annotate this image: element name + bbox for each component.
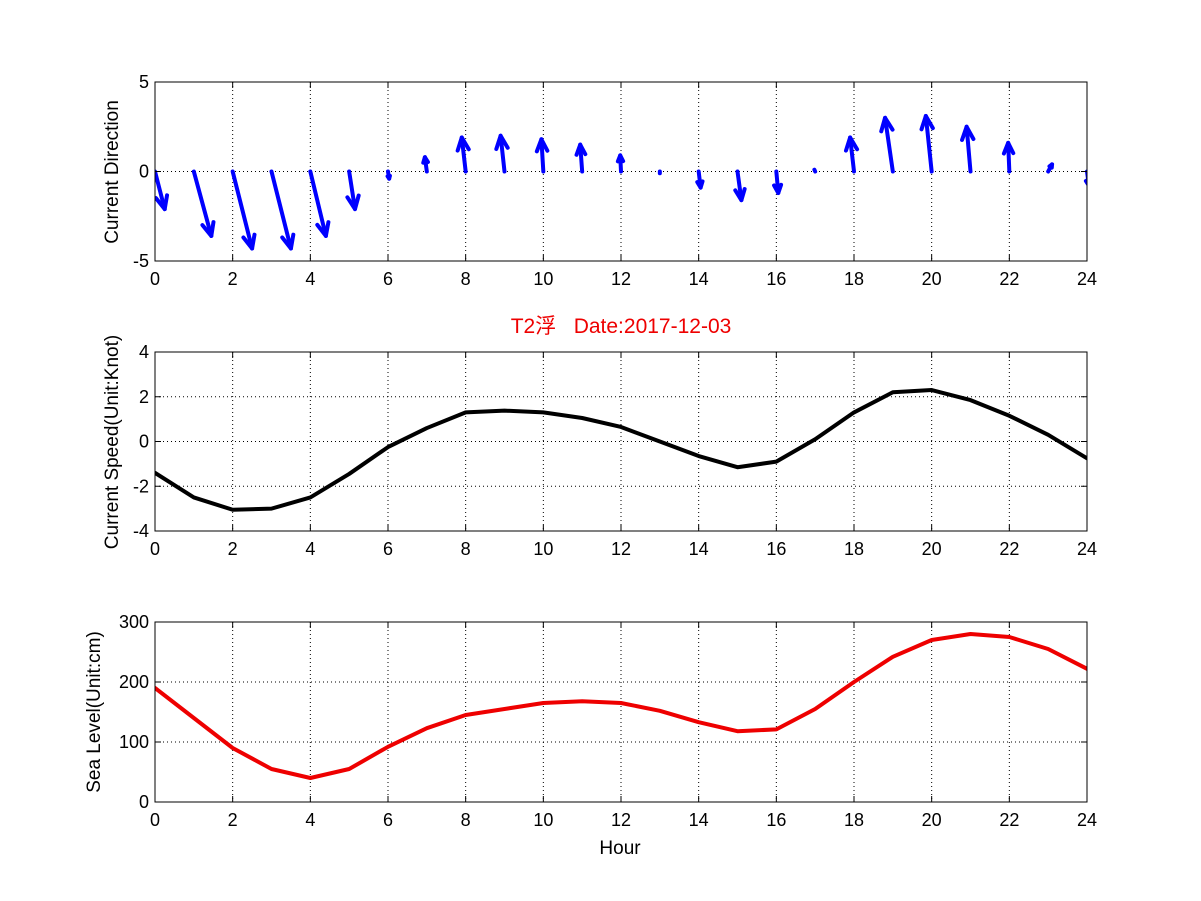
quiver-arrow	[695, 169, 705, 190]
x-tick-label: 6	[383, 539, 393, 559]
x-tick-label: 16	[766, 269, 786, 289]
chart-title: T2浮 Date:2017-12-03	[511, 315, 732, 338]
x-tick-label: 2	[228, 810, 238, 830]
x-tick-label: 8	[461, 539, 471, 559]
x-tick-label: 14	[689, 810, 709, 830]
x-tick-label: 24	[1077, 810, 1097, 830]
x-tick-label: 2	[228, 539, 238, 559]
current-direction-arrows	[155, 114, 1087, 251]
x-tick-label: 6	[383, 810, 393, 830]
quiver-arrow	[733, 169, 747, 203]
sea-level-xlabel: Hour	[599, 838, 641, 859]
x-tick-label: 6	[383, 269, 393, 289]
quiver-arrow	[269, 169, 296, 251]
quiver-arrow	[455, 135, 471, 174]
quiver-arrow	[421, 155, 430, 174]
quiver-arrow	[494, 133, 510, 174]
sea-level-grid	[155, 622, 1087, 802]
x-tick-label: 0	[150, 539, 160, 559]
current-speed-line	[155, 388, 1087, 512]
x-tick-label: 12	[611, 539, 631, 559]
current-direction-ylabel: Current Direction	[102, 100, 123, 244]
quiver-arrow	[960, 124, 976, 174]
sea-level-line	[155, 632, 1087, 780]
x-tick-label: 20	[922, 810, 942, 830]
y-tick-label: 300	[119, 612, 149, 632]
x-tick-label: 4	[305, 810, 315, 830]
x-tick-label: 18	[844, 539, 864, 559]
quiver-arrow	[812, 167, 818, 174]
x-tick-label: 10	[533, 269, 553, 289]
x-tick-label: 14	[689, 539, 709, 559]
sea-level-series	[155, 632, 1087, 780]
y-tick-label: -2	[133, 476, 149, 496]
x-tick-label: 22	[999, 269, 1019, 289]
quiver-arrow	[615, 153, 626, 174]
x-tick-label: 14	[689, 269, 709, 289]
y-tick-label: -5	[133, 251, 149, 271]
x-tick-label: 10	[533, 539, 553, 559]
quiver-arrow	[879, 115, 895, 174]
quiver-arrow	[308, 169, 331, 238]
x-tick-label: 0	[150, 810, 160, 830]
y-tick-label: 0	[139, 162, 149, 182]
x-tick-label: 8	[461, 810, 471, 830]
current-speed-grid	[155, 352, 1087, 531]
x-tick-label: 16	[766, 810, 786, 830]
x-tick-label: 4	[305, 269, 315, 289]
quiver-arrow	[385, 169, 392, 181]
quiver-arrow	[843, 135, 860, 174]
current-direction-ticks: 0 2 4 6 8 10 12 14 16 18 20 22 24-505	[133, 72, 1097, 289]
x-tick-label: 24	[1077, 269, 1097, 289]
x-tick-label: 12	[611, 810, 631, 830]
x-tick-label: 18	[844, 810, 864, 830]
x-tick-label: 12	[611, 269, 631, 289]
current-direction-panel: 0 2 4 6 8 10 12 14 16 18 20 22 24-505 Current Direct…	[102, 72, 1097, 289]
y-tick-label: 2	[139, 387, 149, 407]
x-tick-label: 2	[228, 269, 238, 289]
quiver-arrow	[1001, 140, 1016, 174]
quiver-arrow	[772, 169, 784, 195]
y-tick-label: 200	[119, 672, 149, 692]
y-tick-label: 100	[119, 732, 149, 752]
x-tick-label: 20	[922, 269, 942, 289]
x-tick-label: 16	[766, 539, 786, 559]
x-tick-label: 10	[533, 810, 553, 830]
x-tick-label: 24	[1077, 539, 1097, 559]
y-tick-label: 5	[139, 72, 149, 92]
quiver-arrow	[919, 114, 935, 174]
quiver-arrow	[155, 169, 170, 212]
x-tick-label: 22	[999, 810, 1019, 830]
x-tick-label: 22	[999, 539, 1019, 559]
quiver-arrow	[574, 142, 588, 174]
x-tick-label: 0	[150, 269, 160, 289]
x-tick-label: 20	[922, 539, 942, 559]
quiver-arrow	[1046, 162, 1055, 174]
y-tick-label: 0	[139, 792, 149, 812]
sea-level-ylabel: Sea Level(Unit:cm)	[84, 631, 105, 793]
quiver-arrow	[191, 169, 216, 238]
x-tick-label: 8	[461, 269, 471, 289]
current-speed-series	[155, 388, 1087, 512]
quiver-arrow	[534, 137, 550, 174]
current-speed-ylabel: Current Speed(Unit:Knot)	[102, 335, 123, 549]
x-tick-label: 4	[305, 539, 315, 559]
y-tick-label: 0	[139, 432, 149, 452]
y-tick-label: -4	[133, 521, 149, 541]
quiver-arrow	[345, 169, 361, 212]
x-tick-label: 18	[844, 269, 864, 289]
quiver-arrow	[230, 169, 257, 251]
y-tick-label: 4	[139, 342, 149, 362]
